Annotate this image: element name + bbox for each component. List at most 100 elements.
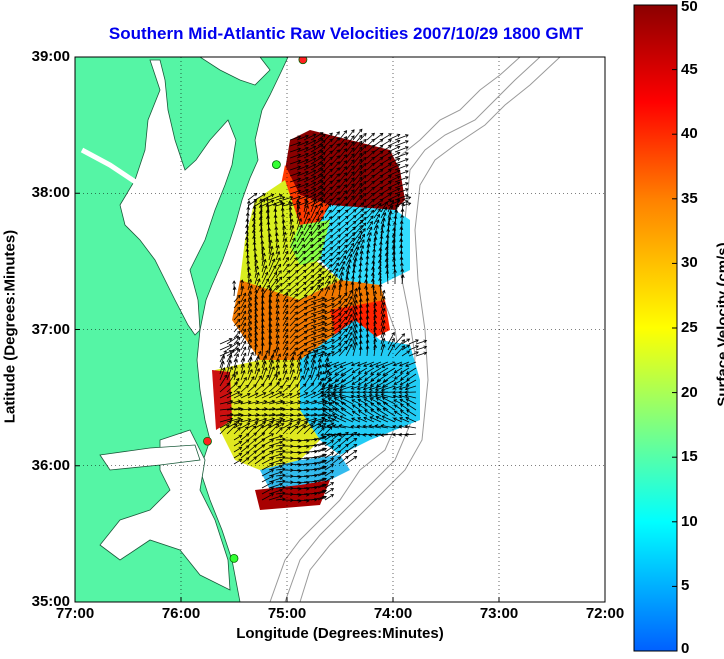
velocity-vector xyxy=(240,451,250,459)
velocity-vector xyxy=(317,276,325,285)
velocity-vector xyxy=(375,361,389,368)
velocity-vector xyxy=(324,321,335,327)
velocity-vector-head xyxy=(229,366,233,370)
velocity-vector-head xyxy=(284,316,289,321)
velocity-vector xyxy=(296,324,308,333)
velocity-vector-head xyxy=(323,304,328,308)
velocity-vector-head xyxy=(305,204,309,209)
velocity-vector-head xyxy=(305,354,310,359)
velocity-vector-head xyxy=(351,171,355,175)
velocity-vector-head xyxy=(349,301,353,306)
velocity-vector-head xyxy=(330,434,335,438)
velocity-vector-head xyxy=(296,422,301,426)
velocity-vector xyxy=(246,237,249,249)
velocity-vector-head xyxy=(297,153,302,158)
velocity-vector-head xyxy=(366,249,370,254)
velocity-vector-head xyxy=(312,139,317,144)
velocity-vector-head xyxy=(340,407,345,412)
velocity-vector-head xyxy=(357,274,362,278)
velocity-vector xyxy=(338,340,348,351)
colorbar-tick-label: 50 xyxy=(681,0,698,15)
velocity-vector-head xyxy=(392,362,397,367)
velocity-vector xyxy=(296,418,309,423)
velocity-vector-head xyxy=(337,240,341,244)
velocity-vector xyxy=(303,382,314,393)
velocity-vector-head xyxy=(336,173,340,177)
velocity-vector-head xyxy=(337,432,342,437)
velocity-vector-head xyxy=(285,376,289,381)
velocity-vector-head xyxy=(273,202,278,206)
velocity-vector-head xyxy=(337,444,342,449)
velocity-vector-head xyxy=(256,368,261,372)
velocity-vector xyxy=(366,215,374,225)
velocity-vector-head xyxy=(271,366,275,370)
velocity-vector xyxy=(415,346,427,351)
velocity-vector xyxy=(317,282,324,291)
velocity-vector xyxy=(405,417,417,423)
velocity-vector xyxy=(324,494,334,501)
velocity-vector xyxy=(303,355,309,369)
velocity-vector-head xyxy=(312,302,317,306)
velocity-vector-head xyxy=(392,394,397,399)
velocity-vector-head xyxy=(343,178,348,182)
velocity-vector-head xyxy=(330,464,335,468)
velocity-vector xyxy=(240,322,246,333)
velocity-vector xyxy=(338,190,347,201)
velocity-vector xyxy=(317,158,326,165)
velocity-vector-head xyxy=(358,262,363,266)
velocity-vector-head xyxy=(338,390,342,395)
velocity-vector xyxy=(254,332,257,345)
velocity-vector-head xyxy=(268,382,273,387)
radar-station-marker xyxy=(298,57,308,65)
velocity-vector-head xyxy=(381,397,386,401)
velocity-vector-head xyxy=(276,358,280,363)
velocity-vector xyxy=(219,344,233,351)
velocity-vector-head xyxy=(323,441,327,446)
velocity-vector-head xyxy=(405,170,409,174)
velocity-vector-head xyxy=(317,423,322,427)
velocity-vector xyxy=(357,385,368,390)
velocity-vector-head xyxy=(405,200,409,204)
velocity-vector xyxy=(387,134,400,141)
velocity-vector xyxy=(289,357,294,369)
velocity-vector-head xyxy=(275,298,280,303)
velocity-vector-head xyxy=(371,138,375,143)
velocity-vector-head xyxy=(288,206,293,210)
velocity-vector xyxy=(401,344,410,351)
velocity-vector-head xyxy=(322,403,326,407)
velocity-vector-head xyxy=(270,469,275,473)
velocity-vector-head xyxy=(391,331,395,336)
velocity-vector-head xyxy=(358,404,362,408)
velocity-vector-head xyxy=(248,308,253,313)
velocity-vector-head xyxy=(358,230,363,234)
velocity-vector xyxy=(310,231,321,243)
velocity-vector xyxy=(386,271,389,285)
velocity-vector-head xyxy=(379,132,384,137)
velocity-vector xyxy=(331,131,340,141)
velocity-vector-head xyxy=(285,257,289,261)
velocity-vector-head xyxy=(260,424,264,429)
velocity-vector xyxy=(352,342,357,357)
velocity-vector-head xyxy=(368,387,373,391)
velocity-vector xyxy=(240,370,245,381)
velocity-vector-head xyxy=(322,176,326,180)
velocity-vector-head xyxy=(268,311,273,316)
velocity-vector xyxy=(233,331,241,339)
velocity-vector-head xyxy=(245,254,250,258)
velocity-vector-head xyxy=(270,199,275,204)
velocity-vector xyxy=(310,315,325,321)
velocity-vector-head xyxy=(396,181,401,186)
velocity-vector xyxy=(275,474,285,477)
velocity-vector-head xyxy=(337,234,341,238)
velocity-vector xyxy=(331,313,342,321)
velocity-vector xyxy=(275,293,279,303)
velocity-vector xyxy=(289,154,301,159)
velocity-vector-head xyxy=(312,151,317,156)
velocity-vector xyxy=(324,156,333,165)
velocity-vector xyxy=(317,316,327,321)
velocity-vector xyxy=(345,254,353,267)
velocity-vector-head xyxy=(327,376,331,381)
velocity-vector-head xyxy=(242,334,247,339)
velocity-vector xyxy=(289,384,299,393)
velocity-vector xyxy=(296,218,302,231)
